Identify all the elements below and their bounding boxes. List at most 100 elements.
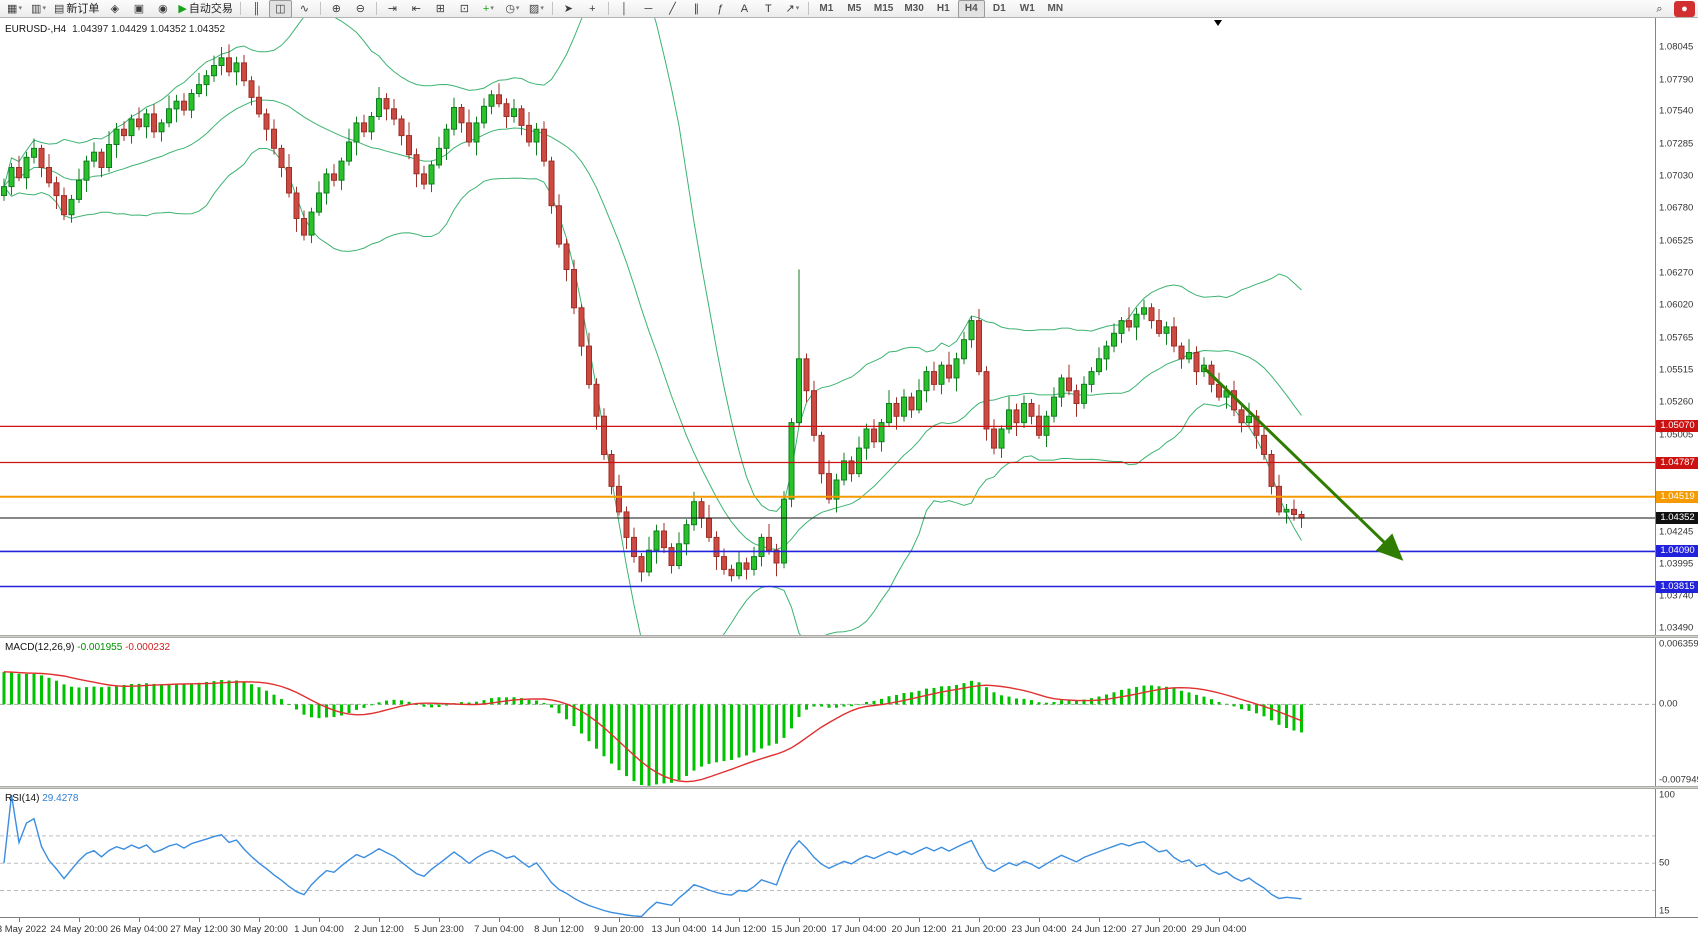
chart-shift-icon[interactable]: ⇤: [405, 0, 428, 18]
fibonacci-icon-glyph: ƒ: [717, 2, 724, 15]
dropdown-caret-icon[interactable]: ▾: [490, 4, 494, 12]
periods-icon[interactable]: ◷ ▾: [501, 0, 524, 18]
price-axis[interactable]: 1.08045 1.07790 1.07540 1.07285 1.07030 1.067…: [1655, 18, 1698, 635]
zoom-in-icon[interactable]: ⊕: [325, 0, 348, 18]
tf-m5[interactable]: M5: [841, 0, 868, 18]
trendline-icon[interactable]: ╱: [661, 0, 684, 18]
price-marker-1.03815[interactable]: 1.03815: [1656, 580, 1698, 593]
time-axis-label: 7 Jun 04:00: [474, 924, 524, 935]
time-axis-tick: [979, 918, 980, 922]
tf-m1[interactable]: M1: [813, 0, 840, 18]
time-axis-label: 27 Jun 20:00: [1131, 924, 1187, 935]
dropdown-caret-icon[interactable]: ▾: [42, 4, 46, 12]
grid-icon-glyph: ⊡: [459, 2, 469, 15]
data-window-icon-glyph: ▣: [133, 2, 145, 15]
tf-w1[interactable]: W1: [1014, 0, 1041, 18]
time-axis-label: 24 May 20:00: [50, 924, 108, 935]
profiles-icon-glyph: ▥: [31, 2, 42, 15]
rsi-axis-label: 50: [1659, 857, 1670, 869]
autotrading-button-label: 自动交易: [188, 2, 233, 15]
price-marker-1.04787[interactable]: 1.04787: [1656, 456, 1698, 469]
indicators-icon-glyph: +: [482, 2, 490, 15]
dropdown-caret-icon[interactable]: ▾: [540, 4, 544, 12]
line-chart-icon[interactable]: ∿: [293, 0, 316, 18]
grid-icon[interactable]: ⊡: [453, 0, 476, 18]
channel-icon-glyph: ∥: [693, 2, 700, 15]
horizontal-line-icon[interactable]: ─: [637, 0, 660, 18]
arrows-icon[interactable]: ↗ ▾: [781, 0, 804, 18]
toolbar-separator: [319, 2, 321, 15]
time-axis-tick: [379, 918, 380, 922]
new-chart-icon[interactable]: ▦ ▾: [3, 0, 26, 18]
new-order-button[interactable]: ▤ 新订单: [51, 0, 102, 18]
candlestick-chart-icon[interactable]: ◫: [268, 0, 292, 18]
tf-mn-label: MN: [1047, 2, 1064, 14]
macd-canvas[interactable]: [0, 638, 1655, 786]
price-axis-label: 1.07030: [1659, 170, 1694, 182]
price-marker-1.05070[interactable]: 1.05070: [1656, 420, 1698, 433]
chart-symbol-label: EURUSD-,H4 1.04397 1.04429 1.04352 1.0435…: [5, 24, 225, 35]
price-marker-1.04352[interactable]: 1.04352: [1656, 512, 1698, 524]
market-watch-icon[interactable]: ◈: [103, 0, 126, 18]
price-marker-1.04090[interactable]: 1.04090: [1656, 545, 1698, 558]
trendline-icon-glyph: ╱: [669, 2, 676, 15]
tile-windows-icon[interactable]: ⊞: [429, 0, 452, 18]
price-marker-1.04519[interactable]: 1.04519: [1656, 490, 1698, 503]
price-axis-label: 1.05005: [1659, 429, 1694, 441]
tf-h1[interactable]: H1: [930, 0, 957, 18]
channel-icon[interactable]: ∥: [685, 0, 708, 18]
dropdown-caret-icon[interactable]: ▾: [795, 4, 800, 12]
auto-scroll-icon[interactable]: ⇥: [381, 0, 404, 18]
tf-m5-label: M5: [847, 2, 862, 14]
text-icon[interactable]: A: [733, 0, 756, 18]
autotrading-button[interactable]: ▶ 自动交易: [175, 0, 235, 18]
crosshair-icon[interactable]: +: [581, 0, 604, 18]
tf-mn[interactable]: MN: [1042, 0, 1069, 18]
tf-d1[interactable]: D1: [986, 0, 1013, 18]
community-button[interactable]: ●: [1674, 0, 1695, 17]
toolbar: ▦ ▾ ▥ ▾ ▤ 新订单 ◈ ▣ ◉ ▶ 自动交易 ║ ◫ ∿ ⊕ ⊖ ⇥ ⇤ ⊞ ⊡ + ▾ ◷ ▾ ▨ ▾ ➤ + │ ─ ╱ ∥ ƒ A T…: [0, 0, 1698, 18]
tf-m15[interactable]: M15: [869, 0, 898, 18]
time-axis-tick: [199, 918, 200, 922]
navigator-icon[interactable]: ◉: [151, 0, 174, 18]
chart-shift-marker[interactable]: [1214, 20, 1222, 26]
pane-separator-rsi[interactable]: [0, 786, 1698, 789]
tile-windows-icon-glyph: ⊞: [435, 2, 445, 15]
vertical-line-icon[interactable]: │: [613, 0, 636, 18]
tf-h1-label: H1: [936, 2, 950, 14]
main-chart-canvas[interactable]: [0, 18, 1655, 635]
price-axis-label: 1.08045: [1659, 41, 1694, 53]
time-axis-label: 17 Jun 04:00: [831, 924, 887, 935]
tf-h4[interactable]: H4: [957, 0, 985, 18]
macd-axis[interactable]: 0.006359 0.00 -0.007949: [1655, 638, 1698, 786]
indicators-icon[interactable]: + ▾: [477, 0, 500, 18]
bar-chart-icon[interactable]: ║: [245, 0, 268, 18]
time-axis-label: 30 May 20:00: [230, 924, 288, 935]
rsi-canvas[interactable]: [0, 789, 1655, 917]
price-axis-label: 1.05515: [1659, 364, 1694, 376]
fibonacci-icon[interactable]: ƒ: [709, 0, 732, 18]
time-axis-label: 13 Jun 04:00: [651, 924, 707, 935]
label-icon[interactable]: T: [757, 0, 780, 18]
templates-icon[interactable]: ▨ ▾: [525, 0, 548, 18]
cursor-icon[interactable]: ➤: [557, 0, 580, 18]
macd-main-value: -0.001955: [77, 642, 123, 653]
dropdown-caret-icon[interactable]: ▾: [18, 4, 22, 12]
search-icon[interactable]: ⌕: [1648, 0, 1671, 18]
macd-histogram: [2, 671, 1303, 786]
dropdown-caret-icon[interactable]: ▾: [515, 4, 520, 12]
profiles-icon[interactable]: ▥ ▾: [27, 0, 50, 18]
time-axis-label: 15 Jun 20:00: [771, 924, 827, 935]
pane-separator-macd[interactable]: [0, 635, 1698, 638]
data-window-icon[interactable]: ▣: [127, 0, 150, 18]
macd-signal-value: -0.000232: [125, 642, 171, 653]
cursor-icon-glyph: ➤: [563, 2, 573, 15]
rsi-axis[interactable]: 100 50 15: [1655, 789, 1698, 917]
rsi-axis-label: 100: [1659, 789, 1675, 801]
line-chart-icon-glyph: ∿: [299, 2, 309, 15]
zoom-out-icon[interactable]: ⊖: [349, 0, 372, 18]
tf-m30[interactable]: M30: [899, 0, 928, 18]
trend-arrow-object[interactable]: [1202, 366, 1404, 561]
